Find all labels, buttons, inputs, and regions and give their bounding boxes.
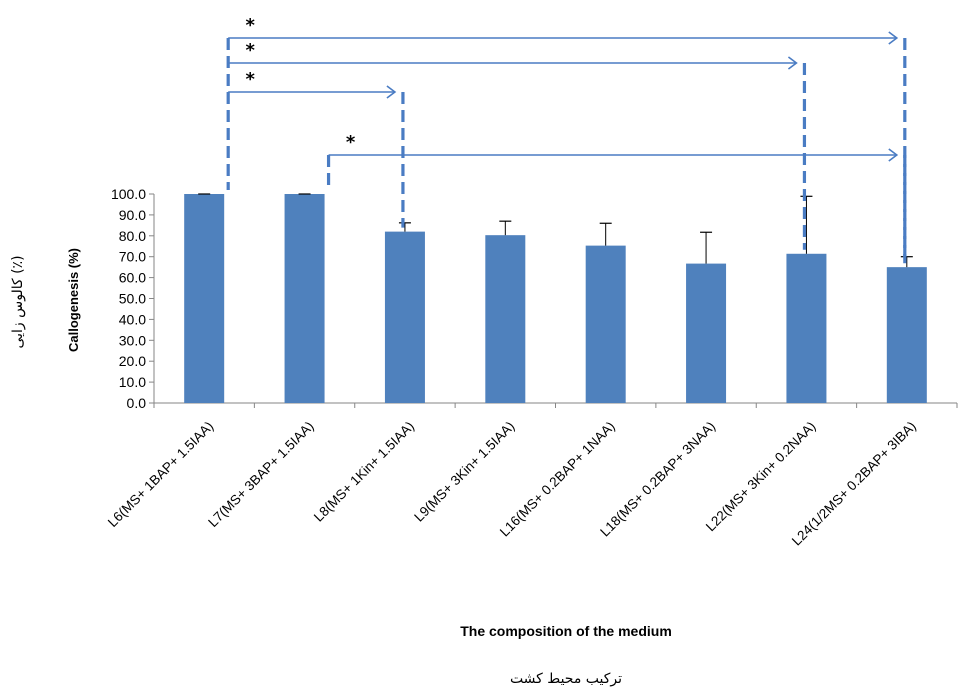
- x-axis-title: The composition of the medium: [460, 623, 672, 639]
- y-tick-label: 100.0: [111, 186, 146, 202]
- comparison-arrow-head: [888, 31, 899, 45]
- y-tick-label: 20.0: [119, 353, 146, 369]
- y-tick-label: 50.0: [119, 291, 146, 307]
- bar: [384, 231, 425, 403]
- bar: [786, 253, 827, 403]
- category-label: L9(MS+ 3Kin+ 1.5IAA): [411, 419, 517, 525]
- category-label: L16(MS+ 0.2BAP+ 1NAA): [497, 419, 618, 540]
- y-axis-title: Callogenesis (%): [66, 248, 81, 352]
- bar: [485, 235, 526, 403]
- bar: [886, 267, 927, 403]
- y-tick-label: 80.0: [119, 228, 146, 244]
- significance-star: *: [245, 69, 255, 90]
- significance-star: *: [245, 40, 255, 61]
- error-bars: [198, 193, 913, 268]
- comparison-arrow-head: [888, 148, 899, 162]
- y-tick-label: 70.0: [119, 249, 146, 265]
- bars: [184, 194, 927, 403]
- comparison-brackets: * * * *: [226, 15, 907, 264]
- y-tick-label: 40.0: [119, 311, 146, 327]
- significance-star: *: [245, 15, 255, 36]
- category-label: L6(MS+ 1BAP+ 1.5IAA): [105, 419, 216, 530]
- category-labels: L6(MS+ 1BAP+ 1.5IAA)L7(MS+ 3BAP+ 1.5IAA)…: [105, 419, 919, 549]
- y-tick-label: 60.0: [119, 270, 146, 286]
- y-tick-label: 30.0: [119, 332, 146, 348]
- y-tick-label: 0.0: [127, 395, 147, 411]
- x-axis-title-persian: ترکیب محیط کشت: [510, 671, 622, 687]
- comparison-arrow-head: [787, 56, 798, 70]
- category-label: L22(MS+ 3Kin+ 0.2NAA): [703, 419, 819, 535]
- y-axis-title-persian: کالوس زایی (٪): [10, 255, 26, 348]
- y-tick-label: 10.0: [119, 374, 146, 390]
- significance-star: *: [346, 132, 356, 153]
- category-label: L7(MS+ 3BAP+ 1.5IAA): [205, 419, 316, 530]
- y-tick-label: 90.0: [119, 207, 146, 223]
- category-label: L18(MS+ 0.2BAP+ 3NAA): [597, 419, 718, 540]
- category-label: L8(MS+ 1Kin+ 1.5IAA): [311, 419, 417, 525]
- axes: 0.0 10.0 20.0 30.0 40.0 50.0 60.0 70.0 80.0 90.0 1…: [111, 186, 958, 411]
- comparison-arrow-head: [386, 85, 397, 99]
- bar: [184, 194, 225, 403]
- bar: [284, 194, 325, 403]
- bar: [585, 245, 626, 403]
- bar: [686, 263, 727, 403]
